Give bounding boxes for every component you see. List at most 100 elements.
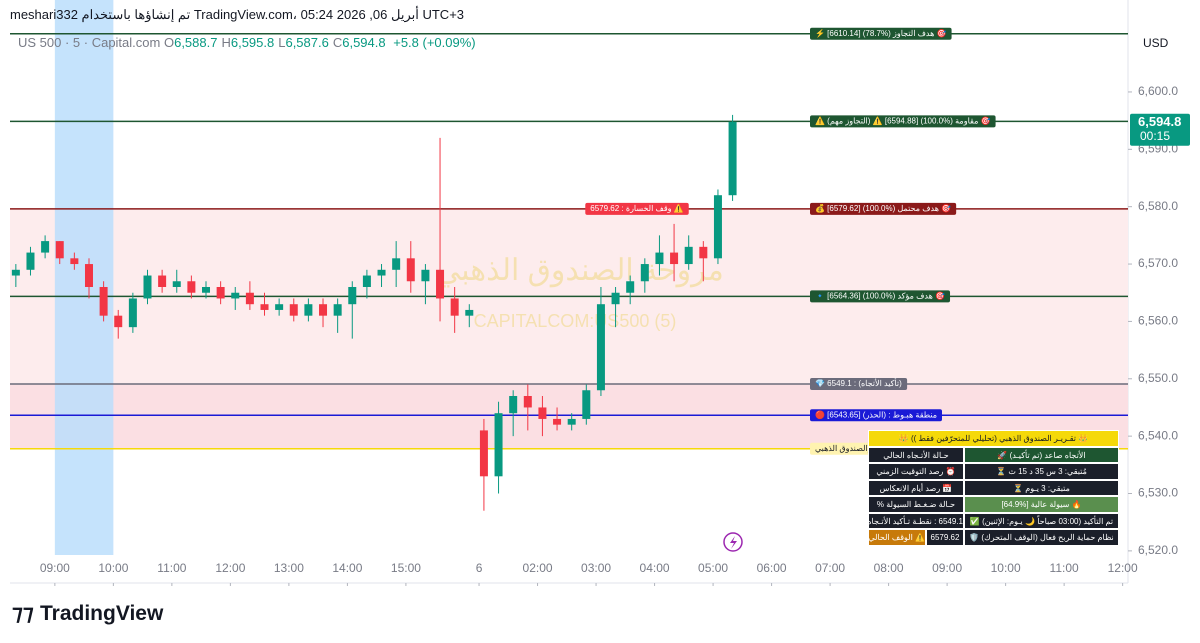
- candle-body: [216, 286, 225, 299]
- y-tick-label: 6,580.0: [1138, 199, 1178, 213]
- x-tick-label: 11:00: [157, 561, 186, 575]
- table-row: حـالة ضـغـط السيولة % 🔥 سيولة عالية [%64.…: [868, 496, 1119, 513]
- label-box: [810, 202, 957, 215]
- x-tick-label: 08:00: [874, 561, 904, 575]
- x-tick-label: 13:00: [274, 561, 304, 575]
- candle-body: [202, 286, 211, 293]
- candle-body: [26, 252, 35, 270]
- candle-body: [99, 286, 108, 316]
- candle-body: [699, 246, 708, 259]
- watermark: CAPITALCOM:US500 (5): [474, 311, 677, 331]
- brand: ⁊⁊ TradingView: [12, 600, 163, 626]
- table-title: 👑 تقـريـر الصندوق الذهبي (تحليلي للمتحرّ…: [868, 430, 1119, 447]
- alert-icon: [723, 532, 743, 552]
- label-box: [810, 377, 908, 390]
- label-text: الصندوق الذهبي): [815, 444, 871, 453]
- candle-body: [231, 292, 240, 299]
- candle-body: [245, 292, 254, 305]
- candle-body: [553, 418, 562, 425]
- candle-body: [567, 418, 576, 425]
- label-box: [810, 115, 996, 128]
- candle-body: [494, 413, 503, 477]
- candle-body: [187, 281, 196, 293]
- x-tick-label: 03:00: [581, 561, 611, 575]
- ohlc-value: 6,588.7: [174, 35, 218, 50]
- candle-body: [84, 264, 93, 287]
- candle-body: [509, 395, 518, 414]
- candle-body: [450, 298, 459, 316]
- x-tick-label: 04:00: [640, 561, 670, 575]
- table-cell: ⚠️ الوقف الحالي: [868, 529, 926, 546]
- candle-body: [655, 252, 664, 265]
- x-tick-label: 12:00: [215, 561, 245, 575]
- label-box: [810, 290, 951, 303]
- candle-body: [596, 304, 605, 391]
- table-row: ⏰ رصد التوقيت الزمني مُتبقي: 3 س 35 د 15 …: [868, 463, 1119, 480]
- x-tick-label: 6: [476, 561, 483, 575]
- stop-label: وقف الخسارة : 6579.62 ⚠️: [585, 202, 689, 215]
- x-tick-label: 10:00: [991, 561, 1021, 575]
- label-box: [585, 202, 689, 215]
- caption: meshari332 تم إنشاؤها باستخدام TradingVi…: [10, 7, 465, 22]
- table-cell: الأتجاه صاعد (تم تأكيـد) 🚀: [964, 446, 1119, 463]
- candle-body: [436, 269, 445, 299]
- table-cell: مُتبقي: 3 س 35 د 15 ث ⏳: [964, 463, 1119, 480]
- level-label: 🔴 [6543.65] (الحذر) : منطقة هبـوط: [810, 409, 942, 422]
- candle-body: [333, 304, 342, 316]
- candle-body: [114, 315, 123, 328]
- legend: US 500 · 5 · Capital.com O6,588.7 H6,595.…: [18, 35, 476, 50]
- candle-body: [128, 298, 137, 328]
- table-cell: 🔥 سيولة عالية [%64.9]: [964, 496, 1119, 513]
- report-table: 👑 تقـريـر الصندوق الذهبي (تحليلي للمتحرّ…: [868, 430, 1119, 546]
- candle-body: [684, 246, 693, 265]
- label-box: [810, 27, 952, 40]
- ohlc-value: 6,587.6: [285, 35, 329, 50]
- candle-body: [348, 286, 357, 305]
- brand-name: TradingView: [39, 602, 164, 625]
- candle-body: [158, 275, 167, 287]
- level-label: ⚡ [6610.14] (78.7%) هدف التجاوز 🎯: [810, 27, 952, 40]
- candle-body: [319, 304, 328, 316]
- candle-body: [611, 292, 620, 305]
- x-tick-label: 11:00: [1050, 561, 1079, 575]
- table-cell: حـالة ضـغـط السيولة %: [868, 496, 964, 513]
- candle-body: [260, 304, 269, 310]
- x-tick-label: 09:00: [40, 561, 70, 575]
- y-tick-label: 6,570.0: [1138, 256, 1178, 270]
- x-tick-label: 02:00: [523, 561, 553, 575]
- logo: ⁊⁊: [12, 600, 40, 625]
- ohlc: O6,588.7 H6,595.8 L6,587.6 C6,594.8: [164, 35, 390, 50]
- candle-body: [55, 241, 64, 259]
- table-cell: 📅 رصد أيام الانعكاس: [868, 479, 964, 496]
- currency: USD: [1143, 36, 1169, 50]
- candle-body: [377, 269, 386, 276]
- table-cell: 6579.62: [926, 529, 964, 546]
- label-text: 🔴 [6543.65] (الحذر) : منطقة هبـوط: [815, 409, 937, 419]
- table-cell: حـالة الأتـجاه الحالي: [868, 446, 964, 463]
- table-row: 📅 رصد أيام الانعكاس متبقي: 3 يـوم ⏳: [868, 479, 1119, 496]
- candle-body: [728, 121, 737, 196]
- table-row: ⚠️ الوقف الحالي 6579.62 نظام حماية الربح ف…: [868, 529, 1119, 546]
- level-label: الصندوق الذهبي): [810, 442, 876, 455]
- candle-body: [670, 252, 679, 265]
- label-box: [810, 409, 942, 422]
- ohlc-value: 6,594.8: [342, 35, 386, 50]
- candle-body: [640, 264, 649, 282]
- ohlc-key: L: [278, 35, 286, 50]
- session-highlight: [54, 0, 114, 555]
- ohlc-key: O: [163, 35, 175, 50]
- candle-body: [392, 258, 401, 270]
- candle-body: [406, 258, 415, 282]
- x-tick-label: 05:00: [698, 561, 728, 575]
- level-label: 💎 6549.1 : (تأكيد الأتجاه): [810, 377, 908, 390]
- y-tick-label: 6,520.0: [1138, 543, 1178, 557]
- watermark: مروحة الصندوق الذهبي: [436, 254, 724, 288]
- label-text: 🔹 [6564.36] (100.0%) هدف مؤكد 🎯: [815, 292, 945, 301]
- x-tick-label: 12:00: [1108, 561, 1138, 575]
- change: +5.8 (+0.09%): [393, 35, 476, 50]
- ohlc-key: H: [221, 35, 231, 50]
- candle-body: [538, 407, 547, 419]
- level-label: ⚠️ (التجاوز مهم) ⚠️ [6594.88] (100.0%) م…: [810, 115, 996, 128]
